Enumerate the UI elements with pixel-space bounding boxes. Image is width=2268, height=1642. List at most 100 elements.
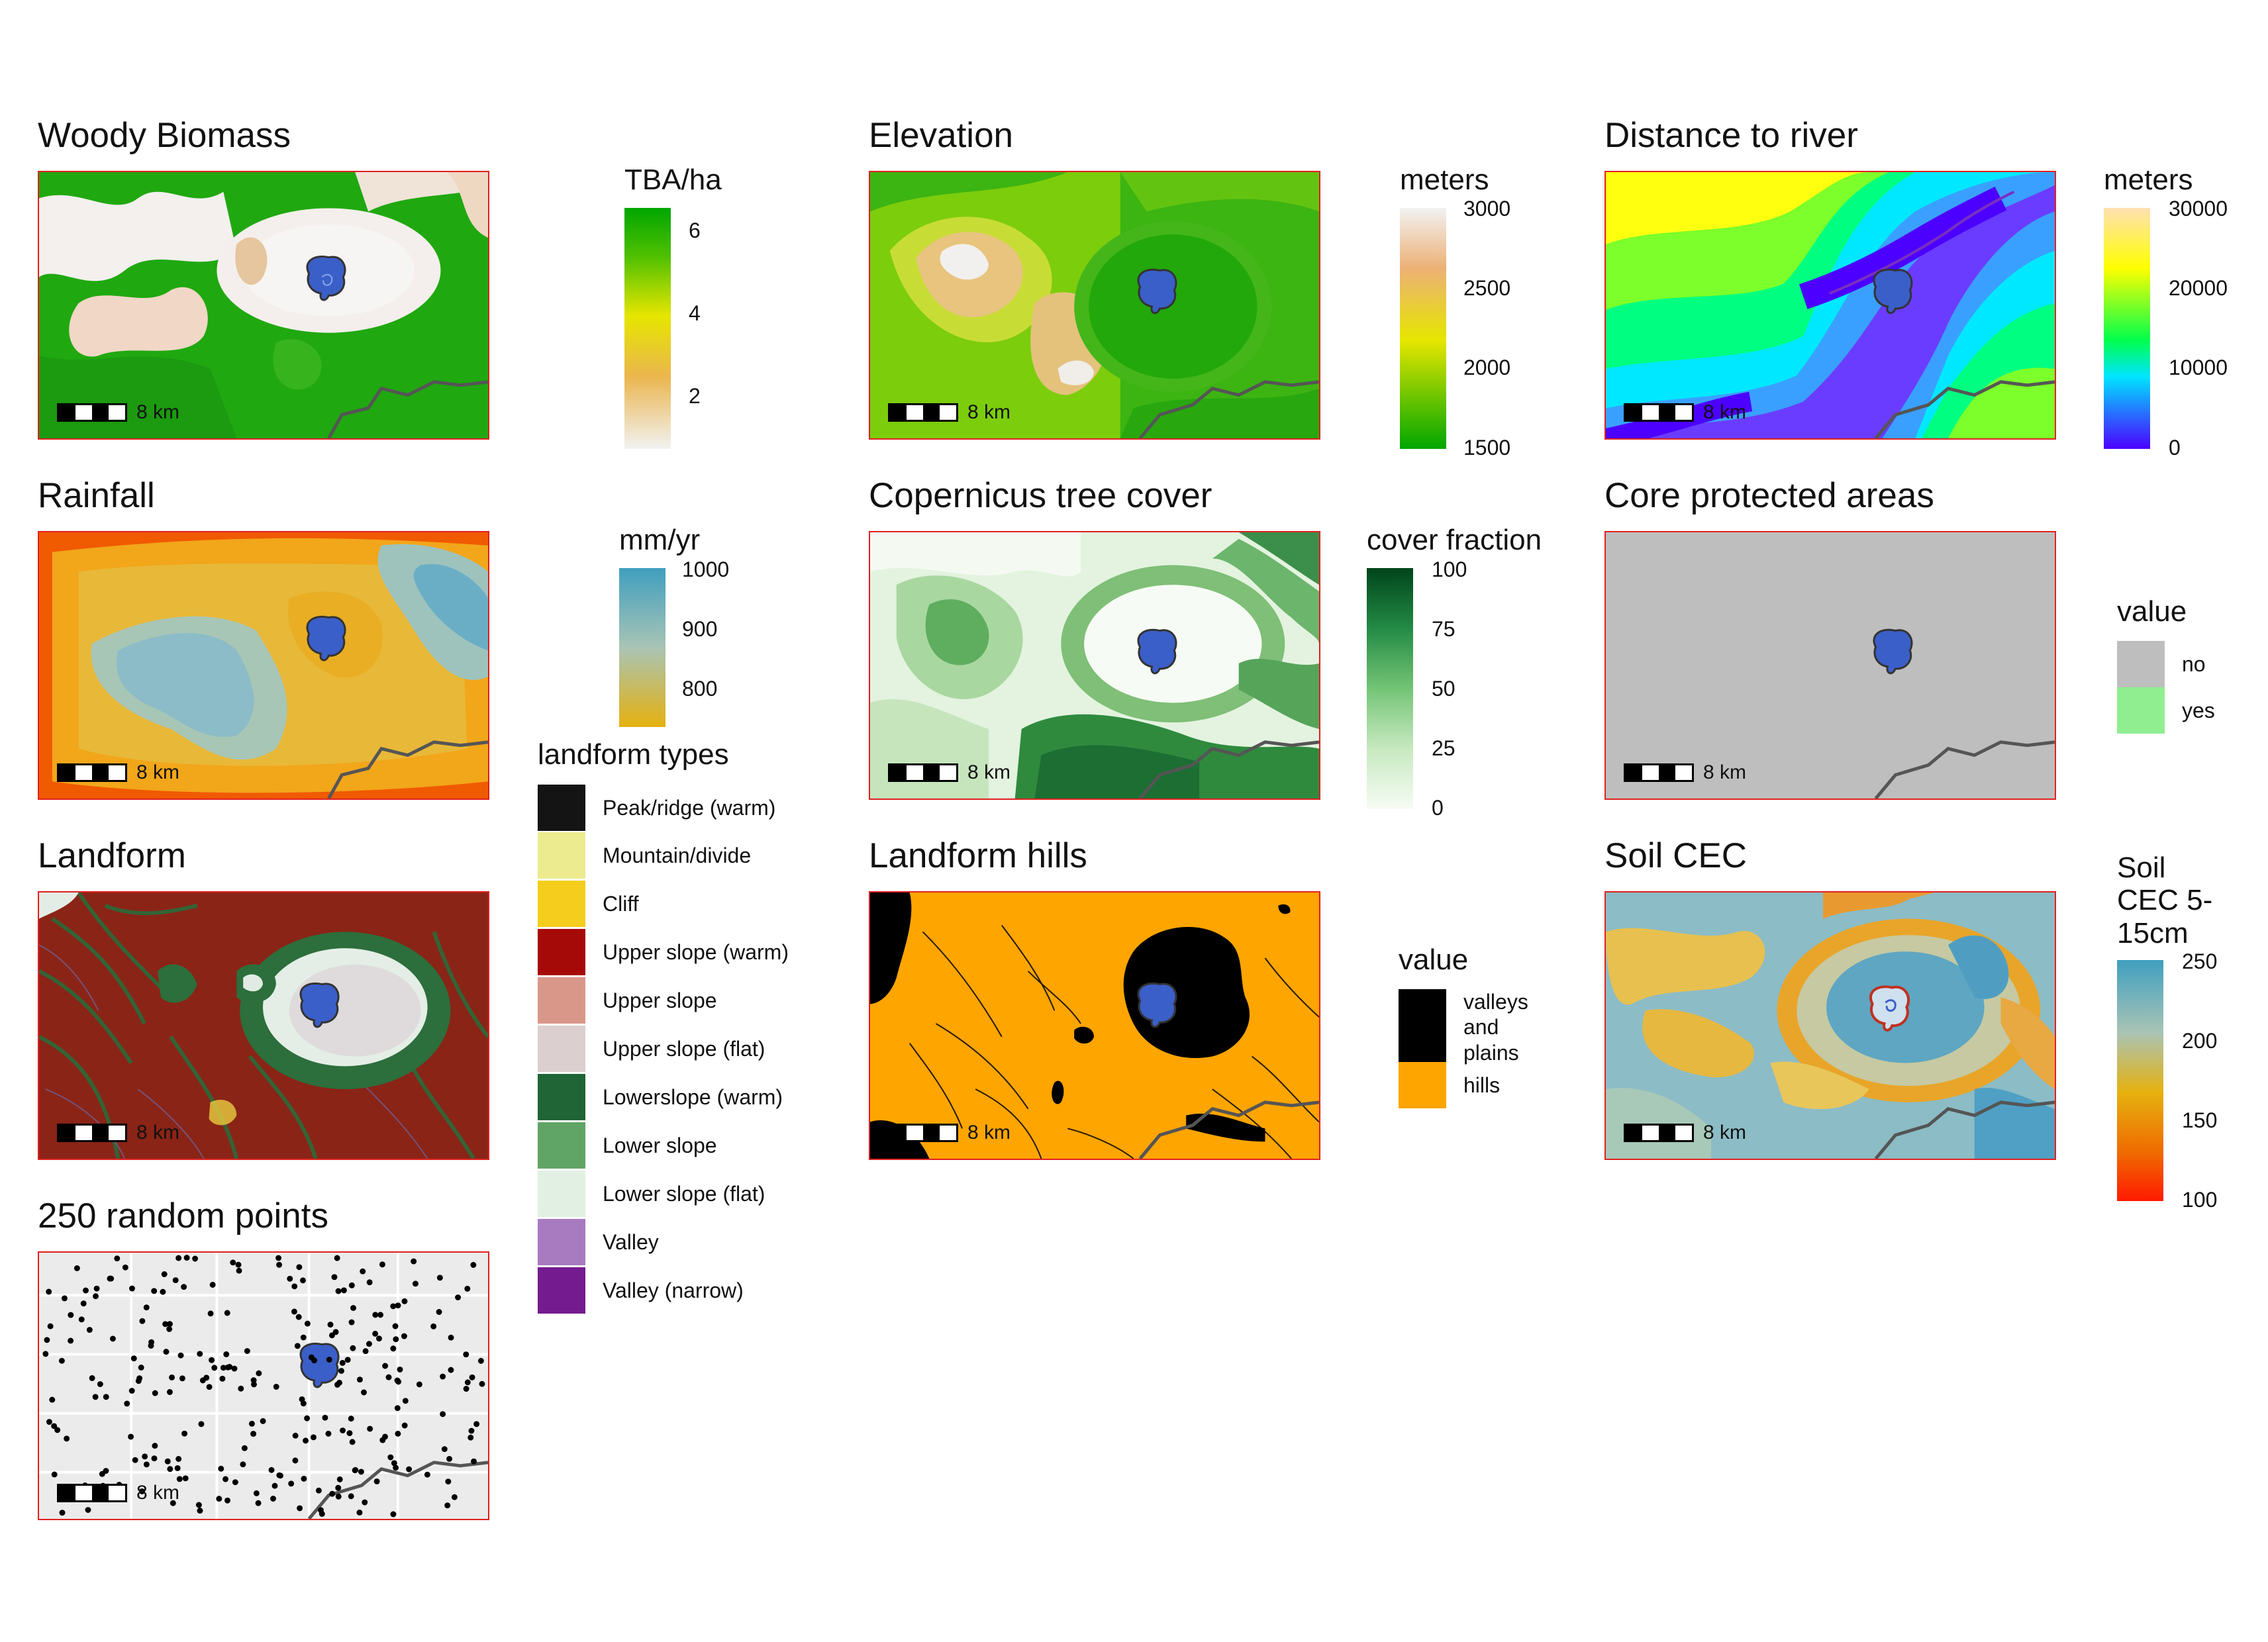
- random-point: [83, 1287, 89, 1294]
- tree-cover-legend-title: cover fraction: [1367, 524, 1542, 556]
- random-point: [224, 1310, 230, 1316]
- random-points-title: 250 random points: [38, 1196, 329, 1235]
- random-point: [348, 1416, 354, 1422]
- random-point: [224, 1497, 230, 1504]
- distance-to-river-map[interactable]: 8 km: [1604, 171, 2056, 440]
- random-point: [51, 1423, 58, 1429]
- random-point: [46, 1419, 52, 1425]
- legend-swatch: [538, 1026, 585, 1072]
- legend-key-upper-slope-warm: Upper slope (warm): [538, 929, 789, 975]
- legend-label: Upper slope: [603, 988, 717, 1012]
- random-point: [260, 1418, 266, 1424]
- random-point: [366, 1341, 372, 1347]
- colorbar-tick: 1500: [1463, 436, 1511, 459]
- soil-cec-map[interactable]: 8 km: [1604, 891, 2056, 1160]
- colorbar-tick: 900: [682, 617, 718, 641]
- random-point: [161, 1271, 168, 1277]
- legend-swatch: [1399, 1062, 1446, 1108]
- random-point: [348, 1493, 354, 1500]
- tree-cover-colorbar: [1367, 568, 1413, 809]
- random-point: [430, 1323, 437, 1329]
- random-point: [424, 1471, 430, 1478]
- random-point: [78, 1316, 85, 1323]
- random-point: [402, 1398, 409, 1404]
- random-point: [216, 1496, 222, 1502]
- scale-bar-label: 8 km: [967, 761, 1011, 783]
- random-point: [332, 1329, 339, 1335]
- random-point: [344, 1357, 351, 1363]
- random-point: [469, 1374, 475, 1380]
- random-point: [277, 1473, 283, 1479]
- random-point: [373, 1478, 380, 1484]
- landform-hills-map[interactable]: 8 km: [869, 891, 1320, 1160]
- woody-biomass-legend-title: TBA/ha: [624, 164, 722, 196]
- core-protected-title: Core protected areas: [1604, 476, 1934, 515]
- random-point: [349, 1439, 356, 1445]
- random-point: [334, 1255, 340, 1261]
- random-point: [303, 1437, 309, 1444]
- lake-shape: [1137, 982, 1177, 1028]
- random-point: [89, 1375, 95, 1381]
- landform-title: Landform: [38, 836, 186, 875]
- random-point: [336, 1476, 343, 1482]
- random-point: [455, 1294, 462, 1300]
- colorbar-tick: 25: [1432, 736, 1455, 760]
- colorbar-tick: 3000: [1463, 197, 1511, 220]
- tree-cover-map[interactable]: 8 km: [869, 531, 1320, 800]
- random-point: [130, 1355, 137, 1362]
- random-point: [352, 1467, 359, 1473]
- legend-label: Valley (narrow): [603, 1278, 744, 1302]
- random-point: [203, 1375, 210, 1381]
- legend-swatch: [2117, 641, 2165, 687]
- elevation-title: Elevation: [869, 116, 1014, 155]
- random-points-map[interactable]: 8 km: [38, 1251, 489, 1520]
- distance-to-river-title: Distance to river: [1604, 116, 1858, 155]
- random-point: [294, 1343, 301, 1349]
- colorbar-tick: 0: [1432, 796, 1444, 820]
- lake-shape: [1137, 628, 1177, 675]
- random-point: [223, 1351, 230, 1357]
- scale-bar: 8 km: [888, 401, 1011, 424]
- core-protected-map[interactable]: 8 km: [1604, 531, 2056, 800]
- random-point: [440, 1411, 446, 1418]
- random-point: [436, 1275, 443, 1281]
- random-point: [385, 1374, 392, 1380]
- random-point: [220, 1365, 226, 1371]
- woody-biomass-map[interactable]: 8 km: [38, 171, 489, 440]
- random-point: [291, 1308, 297, 1315]
- random-point: [372, 1312, 379, 1318]
- random-point: [244, 1348, 250, 1354]
- legend-key-upper-slope: Upper slope: [538, 977, 717, 1024]
- random-point: [292, 1457, 299, 1464]
- random-point: [240, 1461, 246, 1468]
- rainfall-map[interactable]: 8 km: [38, 531, 489, 800]
- random-point: [382, 1363, 389, 1369]
- random-point: [253, 1490, 260, 1496]
- random-point: [162, 1321, 169, 1328]
- elevation-map[interactable]: 8 km: [869, 171, 1320, 440]
- random-point: [362, 1348, 369, 1355]
- landform-map[interactable]: 8 km: [38, 891, 489, 1160]
- random-point: [463, 1351, 469, 1358]
- random-point: [348, 1319, 355, 1326]
- random-point: [68, 1337, 74, 1344]
- random-points: [42, 1255, 485, 1518]
- landform-legend-title: landform types: [538, 738, 729, 771]
- random-point: [335, 1288, 342, 1294]
- random-point: [138, 1365, 144, 1371]
- scale-bar-label: 8 km: [136, 1122, 180, 1143]
- random-point: [448, 1334, 454, 1341]
- random-point: [339, 1359, 346, 1366]
- random-point: [170, 1500, 176, 1506]
- random-point: [122, 1264, 128, 1271]
- random-point: [473, 1421, 480, 1427]
- legend-swatch: [538, 881, 585, 927]
- random-point: [174, 1465, 181, 1471]
- legend-key-peak-ridge-warm: Peak/ridge (warm): [538, 785, 775, 831]
- random-point: [169, 1374, 175, 1380]
- random-point: [206, 1384, 213, 1390]
- scale-bar-label: 8 km: [1703, 761, 1747, 783]
- random-point: [393, 1465, 399, 1471]
- legend-key-cliff: Cliff: [538, 881, 639, 927]
- random-point: [393, 1336, 399, 1343]
